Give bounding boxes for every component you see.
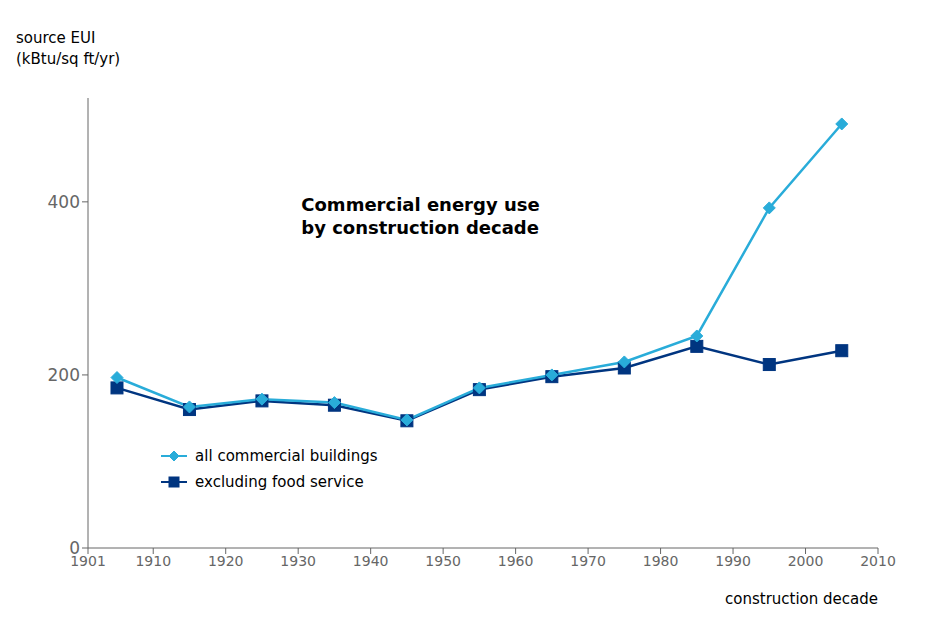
svg-text:0: 0 bbox=[69, 538, 80, 558]
svg-text:1910: 1910 bbox=[135, 553, 171, 569]
svg-text:1950: 1950 bbox=[425, 553, 461, 569]
html-text:all commercial buildings: all commercial buildings bbox=[195, 446, 378, 465]
svg-text:2000: 2000 bbox=[788, 553, 824, 569]
svg-text:1980: 1980 bbox=[643, 553, 679, 569]
html-text:(kBtu/sq ft/yr): (kBtu/sq ft/yr) bbox=[16, 50, 121, 68]
svg-text:2010: 2010 bbox=[860, 553, 896, 569]
svg-text:1901: 1901 bbox=[70, 552, 106, 569]
svg-text:1940: 1940 bbox=[353, 553, 389, 569]
svg-text:1920: 1920 bbox=[208, 553, 244, 569]
html-text:by construction decade: by construction decade bbox=[301, 216, 539, 238]
svg-text:1970: 1970 bbox=[570, 553, 606, 569]
html-text:excluding food service: excluding food service bbox=[195, 472, 364, 491]
svg-text:1960: 1960 bbox=[498, 553, 534, 569]
svg-text:400: 400 bbox=[48, 192, 80, 212]
html-text:source EUI: source EUI bbox=[16, 29, 96, 47]
html-text:construction decade: construction decade bbox=[725, 590, 878, 608]
svg-text:1930: 1930 bbox=[280, 553, 316, 569]
html-text:Commercial energy use: Commercial energy use bbox=[301, 193, 540, 215]
svg-text:200: 200 bbox=[48, 365, 80, 385]
svg-text:1990: 1990 bbox=[715, 553, 751, 569]
